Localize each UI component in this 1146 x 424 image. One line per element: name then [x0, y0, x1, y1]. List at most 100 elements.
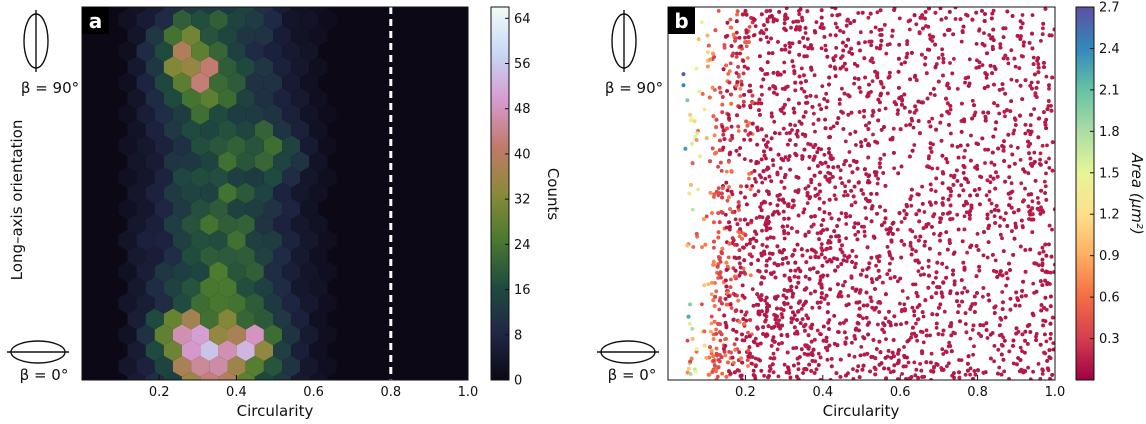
hexbin-cell — [309, 119, 328, 141]
scatter-point — [685, 370, 690, 375]
scatter-point — [963, 311, 968, 315]
scatter-point — [691, 245, 696, 249]
scatter-point — [853, 200, 858, 205]
scatter-point — [742, 64, 747, 69]
scatter-point — [991, 47, 995, 51]
hexbin-cell — [291, 56, 310, 78]
scatter-point — [965, 13, 970, 18]
scatter-point — [817, 305, 822, 310]
hexbin-cell — [263, 103, 283, 125]
scatter-point — [776, 152, 781, 157]
scatter-point — [735, 12, 739, 17]
hexbin-cell — [154, 9, 173, 31]
scatter-point — [923, 56, 928, 60]
scatter-point — [869, 355, 874, 359]
scatter-point — [765, 244, 769, 249]
scatter-point — [1040, 372, 1045, 376]
scatter-point — [875, 10, 880, 15]
scatter-point — [792, 363, 796, 368]
scatter-point — [932, 87, 936, 91]
hexbin-cell — [200, 340, 219, 361]
scatter-point — [920, 184, 924, 189]
scatter-point — [968, 213, 972, 218]
scatter-point — [994, 170, 998, 175]
scatter-point — [718, 298, 722, 303]
scatter-point — [1014, 290, 1019, 295]
scatter-point — [735, 9, 740, 14]
scatter-point — [1020, 349, 1024, 353]
hexbin-cell — [145, 340, 164, 361]
scatter-point — [740, 332, 744, 337]
scatter-point — [1023, 186, 1027, 191]
scatter-point — [937, 251, 942, 256]
hexbin-cell — [309, 25, 328, 46]
hexbin-cell — [118, 292, 137, 314]
scatter-point — [789, 226, 794, 231]
hexbin-cell — [154, 261, 173, 283]
scatter-point — [942, 309, 947, 314]
scatter-point — [851, 367, 855, 371]
scatter-point — [761, 31, 766, 36]
scatter-point — [764, 269, 768, 274]
scatter-point — [1028, 83, 1033, 88]
hexbin-cell — [318, 229, 337, 251]
scatter-point — [938, 302, 943, 307]
hexbin-cell — [209, 324, 228, 346]
scatter-point — [1006, 132, 1011, 137]
hexbin-cell — [273, 151, 292, 172]
scatter-point — [962, 286, 967, 290]
scatter-point — [1041, 26, 1045, 31]
scatter-point — [842, 162, 846, 167]
scatter-point — [843, 139, 848, 144]
scatter-point — [823, 43, 828, 48]
scatter-point — [781, 209, 786, 214]
scatter-point — [768, 356, 773, 360]
scatter-point — [844, 303, 849, 308]
scatter-point — [725, 188, 730, 193]
scatter-point — [751, 303, 756, 308]
hexbin-cell — [182, 182, 201, 204]
scatter-point — [836, 264, 840, 269]
scatter-point — [910, 118, 914, 123]
scatter-point — [840, 250, 845, 255]
scatter-point — [888, 370, 893, 375]
scatter-point — [980, 136, 985, 141]
scatter-point — [784, 7, 789, 11]
scatter-point — [796, 367, 801, 372]
hexbin-cell — [136, 135, 155, 157]
scatter-point — [771, 235, 776, 240]
hexbin-cell — [218, 182, 237, 204]
scatter-point — [919, 329, 923, 334]
scatter-point — [843, 61, 847, 66]
scatter-point — [939, 291, 944, 296]
scatter-point — [923, 298, 928, 303]
scatter-point — [964, 330, 969, 335]
scatter-point — [765, 227, 769, 232]
scatter-point — [864, 216, 869, 221]
scatter-point — [946, 28, 950, 32]
scatter-point — [772, 261, 777, 266]
scatter-point — [850, 52, 854, 56]
scatter-point — [712, 304, 717, 308]
scatter-point — [824, 91, 829, 96]
scatter-point — [940, 47, 944, 52]
scatter-point — [964, 210, 969, 215]
scatter-point — [1043, 123, 1048, 127]
scatter-point — [974, 244, 979, 248]
scatter-point — [999, 332, 1004, 337]
hexbin-cell — [209, 9, 228, 31]
hexbin-cell — [300, 229, 319, 251]
scatter-point — [799, 307, 804, 311]
scatter-point — [934, 270, 939, 275]
scatter-point — [972, 344, 976, 349]
hexbin-cell — [318, 135, 337, 157]
scatter-point — [906, 19, 911, 24]
scatter-point — [710, 280, 714, 285]
scatter-point — [869, 255, 874, 260]
scatter-point — [927, 33, 932, 37]
scatter-point — [997, 111, 1002, 116]
scatter-point — [754, 239, 759, 243]
hexbin-cell — [227, 166, 246, 188]
scatter-point — [813, 359, 818, 364]
scatter-point — [987, 189, 992, 194]
